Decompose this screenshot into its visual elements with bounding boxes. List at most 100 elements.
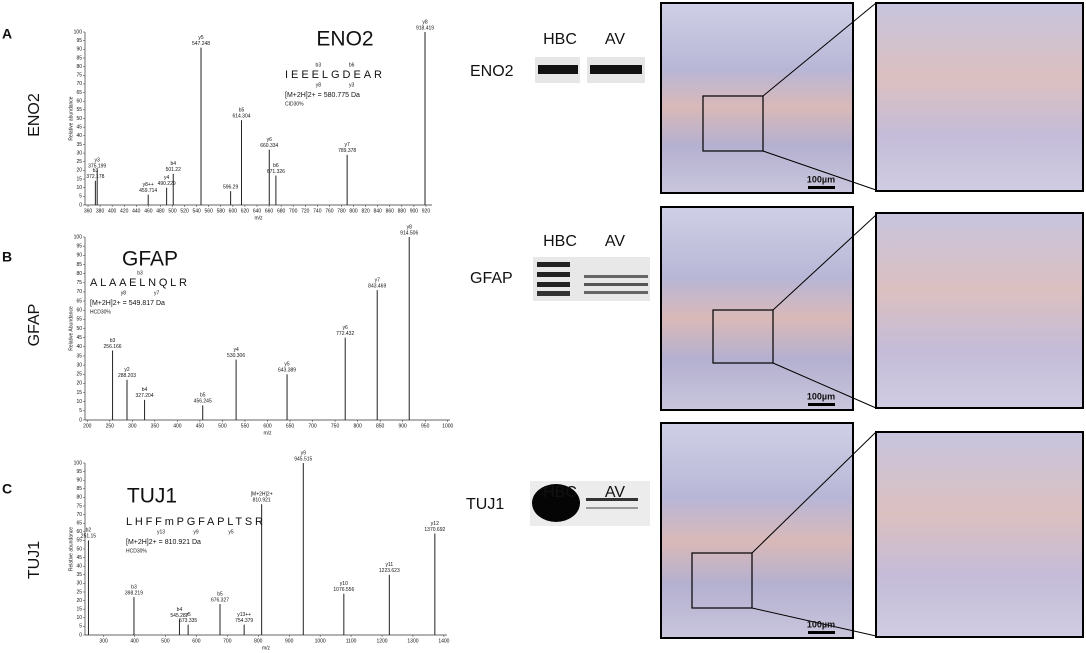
x-tick-label: 480 [156,208,165,214]
y-tick-label: 10 [76,399,82,405]
y-tick-label: 85 [76,55,82,61]
fragment-label: y9 [193,529,199,535]
x-tick-label: 350 [151,423,160,429]
peak-mass-label: 1370.692 [424,527,445,533]
scale-bar [808,631,835,634]
peak-ion-label: y6 [343,325,349,331]
x-tick-label: 750 [331,423,340,429]
peak-ion-label: y11 [385,562,393,568]
inset-box [691,552,753,609]
y-tick-label: 0 [79,632,82,638]
fragment-label: y7 [154,290,160,296]
histology-image [660,422,854,639]
x-tick-label: 900 [410,208,419,214]
peak-ion-label: y2 [124,367,130,373]
x-tick-label: 440 [132,208,141,214]
spectrum-title: ENO2 [316,28,373,51]
zoom-line [762,150,877,191]
peak-ion-label: b2 [86,528,92,534]
lane-label: HBC [543,31,577,48]
y-tick-label: 45 [76,335,82,341]
fragment-label: b3 [316,62,322,68]
histology-image [660,206,854,411]
peak-mass-label: 596.29 [223,184,239,190]
y-tick-label: 20 [76,598,82,604]
peak-ion-label: y5 [284,362,290,368]
fragment-label: b3 [137,270,143,276]
row-label: GFAP [26,304,43,347]
peak-mass-label: 501.22 [166,167,182,173]
y-axis-label: Relative Abundance [68,306,74,351]
x-tick-label: 800 [349,208,358,214]
y-tick-label: 5 [79,624,82,630]
x-tick-label: 200 [83,423,92,429]
peak-ion-label: b3 [131,584,137,590]
x-tick-label: 550 [241,423,250,429]
lane-label: AV [605,484,625,501]
x-tick-label: 400 [108,208,117,214]
y-tick-label: 100 [74,234,83,240]
blot-protein-label: GFAP [470,270,513,287]
x-tick-label: 1300 [407,638,418,644]
x-tick-label: 660 [265,208,274,214]
spectrum-title: GFAP [122,248,178,271]
peak-ion-label: b5 [217,591,223,597]
x-tick-label: 800 [254,638,263,644]
zoom-line [762,2,877,97]
x-tick-label: 1100 [346,638,357,644]
peak-ion-label: b4 [177,607,183,613]
y-tick-label: 65 [76,521,82,527]
blot-protein-label: ENO2 [470,63,514,80]
precursor-label: [M+2H]2+ = 580.775 Da [285,92,360,99]
peak-ion-label: y5 [198,35,204,41]
y-tick-label: 85 [76,262,82,268]
y-tick-label: 100 [74,29,83,35]
method-label: CID30% [285,101,304,107]
peak-ion-label: b3 [93,168,99,174]
y-tick-label: 5 [79,194,82,200]
blot-band [584,275,648,278]
x-tick-label: 460 [144,208,153,214]
y-tick-label: 25 [76,589,82,595]
y-tick-label: 35 [76,572,82,578]
x-axis-label: m/z [254,215,263,221]
blot-band [586,507,638,509]
peak-ion-label: b4 [142,387,148,393]
fragment-label: y8 [121,290,127,296]
y-tick-label: 40 [76,133,82,139]
blot-band [537,291,570,296]
y-tick-label: 30 [76,581,82,587]
y-tick-label: 35 [76,142,82,148]
scale-bar [808,186,835,189]
peak-ion-label: b5 [200,393,206,399]
y-tick-label: 25 [76,372,82,378]
x-axis-label: m/z [262,645,271,651]
x-tick-label: 850 [376,423,385,429]
precursor-label: [M+2H]2+ = 549.817 Da [90,300,165,307]
x-tick-label: 700 [223,638,232,644]
y-tick-label: 45 [76,124,82,130]
peak-ion-label: y9 [301,450,307,456]
x-tick-label: 600 [263,423,272,429]
y-tick-label: 50 [76,546,82,552]
y-tick-label: 90 [76,47,82,53]
x-tick-label: 1000 [442,423,453,429]
x-tick-label: 800 [353,423,362,429]
y-tick-label: 50 [76,116,82,122]
peak-mass-label: 456.245 [194,399,212,405]
blot-band [590,65,642,74]
y-tick-label: 40 [76,564,82,570]
blot-band [584,283,648,286]
x-tick-label: 1000 [315,638,326,644]
x-tick-label: 700 [308,423,317,429]
peak-ion-label: b5 [239,108,245,114]
y-tick-label: 20 [76,168,82,174]
y-tick-label: 70 [76,81,82,87]
y-tick-label: 35 [76,353,82,359]
x-tick-label: 540 [192,208,201,214]
scale-bar-label: 100µm [807,174,835,184]
x-tick-label: 400 [173,423,182,429]
y-tick-label: 95 [76,469,82,475]
x-tick-label: 650 [286,423,295,429]
